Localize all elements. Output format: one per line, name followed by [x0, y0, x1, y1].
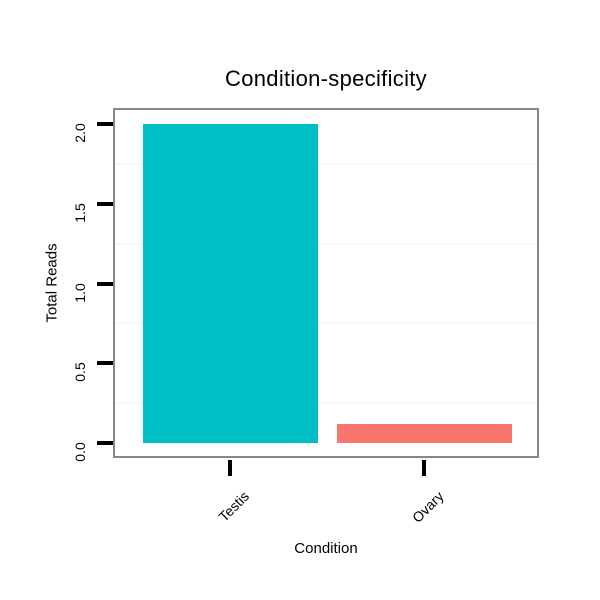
y-axis-title: Total Reads	[43, 243, 61, 323]
y-tick-mark	[97, 361, 113, 366]
bar-ovary	[336, 423, 512, 443]
x-tick-mark	[422, 460, 426, 476]
y-tick-mark	[97, 122, 113, 126]
minor-gridline	[115, 322, 537, 325]
y-tick-label: 1.5	[72, 203, 88, 223]
x-axis-title: Condition	[294, 540, 358, 557]
x-tick-label-ovary: Ovary	[408, 488, 447, 526]
y-tick-label: 1.0	[72, 282, 88, 303]
y-tick-label: 2.0	[72, 123, 88, 143]
minor-gridline	[115, 402, 537, 405]
y-tick-mark	[97, 281, 113, 286]
y-tick-label: 0.5	[72, 362, 88, 382]
x-tick-mark	[228, 460, 232, 476]
bar-testis	[142, 124, 318, 443]
minor-gridline	[115, 242, 537, 245]
y-tick-mark	[97, 201, 113, 206]
chart-title: Condition-specificity	[225, 66, 427, 91]
plot-area	[113, 108, 539, 458]
minor-gridline	[115, 162, 537, 165]
y-tick-mark	[97, 441, 113, 445]
x-tick-label-testis: Testis	[215, 488, 253, 525]
y-tick-label: 0.0	[72, 442, 88, 462]
